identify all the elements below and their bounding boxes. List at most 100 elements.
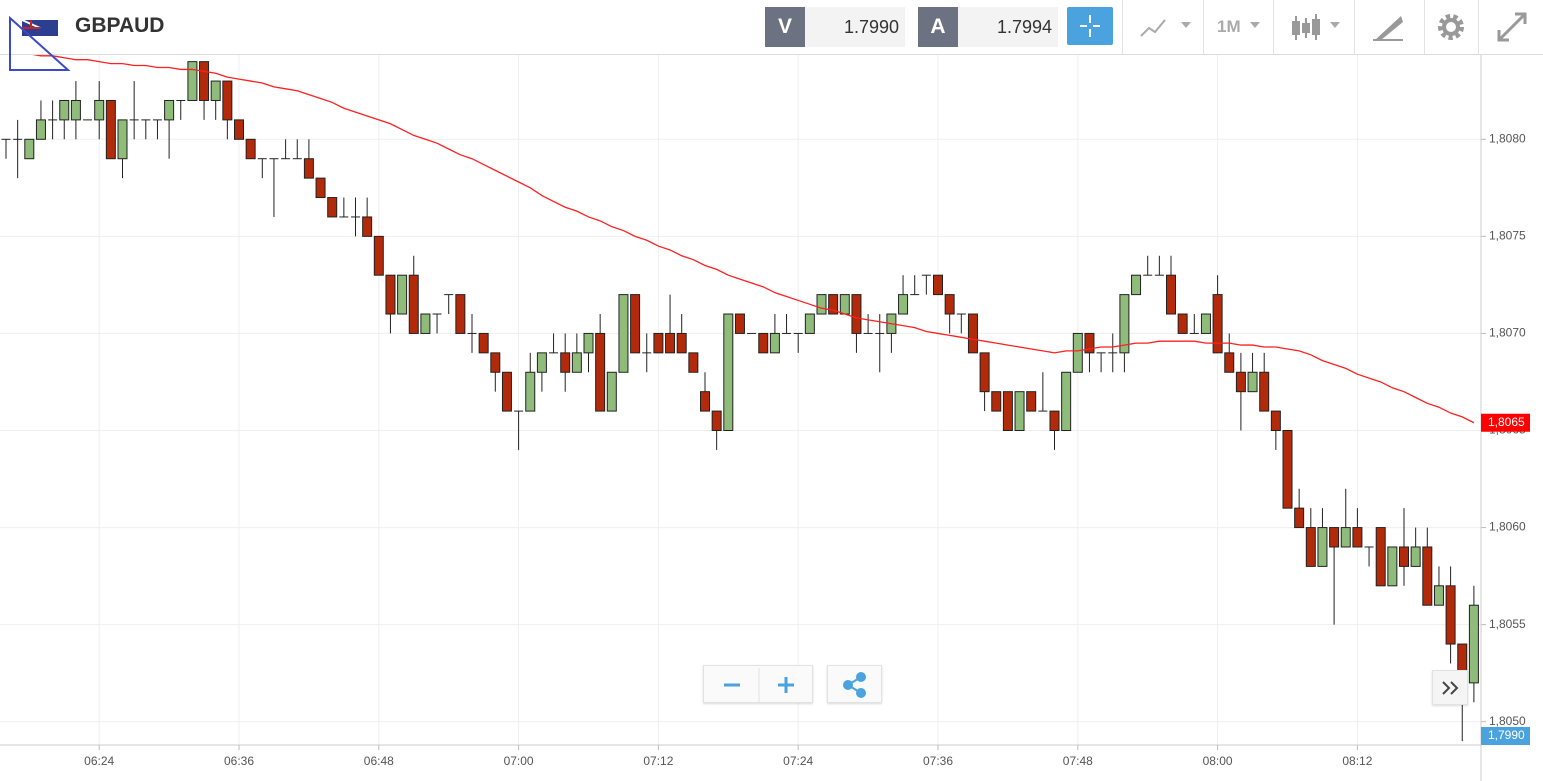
- candle-body: [1305, 527, 1316, 567]
- candle-body: [362, 216, 373, 237]
- price-label: 1,8065: [1488, 415, 1525, 429]
- candle-body: [944, 294, 955, 315]
- candle-body: [234, 119, 244, 140]
- candle-body: [501, 371, 512, 412]
- candle-body: [606, 371, 617, 412]
- candle-body: [397, 274, 408, 315]
- candle-body: [816, 294, 827, 315]
- crosshair-button[interactable]: [1067, 7, 1113, 45]
- chart-type-button[interactable]: [1273, 0, 1354, 54]
- candle-body: [1259, 371, 1270, 412]
- candle-body: [1445, 585, 1456, 645]
- candle-body: [1177, 313, 1188, 334]
- candle-body: [676, 332, 687, 354]
- x-tick-label: 07:00: [504, 754, 534, 768]
- candle-body: [1014, 391, 1025, 432]
- candle-body: [758, 332, 769, 354]
- x-tick-label: 06:36: [224, 754, 254, 768]
- gear-icon: [1438, 14, 1464, 40]
- candle-body: [583, 332, 594, 354]
- candle-body: [70, 99, 81, 121]
- candle-body: [933, 274, 943, 296]
- draw-button[interactable]: [1354, 0, 1424, 54]
- candle-body: [1399, 546, 1409, 567]
- candle-body: [595, 332, 606, 412]
- candle-body: [1410, 546, 1421, 567]
- candle-body: [117, 119, 128, 160]
- x-tick-label: 07:24: [783, 754, 813, 768]
- candle-body: [35, 119, 46, 140]
- bid-price: 1.7990: [805, 7, 905, 47]
- candle-body: [199, 61, 210, 101]
- price-label: 1,7990: [1488, 728, 1525, 742]
- candle-body: [105, 99, 116, 160]
- indicator-button[interactable]: [1122, 0, 1203, 54]
- x-tick-label: 08:12: [1342, 754, 1372, 768]
- candle-body: [700, 391, 710, 412]
- expand-icon: [1497, 12, 1527, 42]
- candle-body: [630, 294, 641, 354]
- candle-body: [1433, 585, 1444, 606]
- fullscreen-button[interactable]: [1478, 0, 1543, 54]
- double-arrow: [1442, 681, 1459, 695]
- crosshair-icon: [1080, 15, 1100, 37]
- settings-button[interactable]: [1424, 0, 1478, 54]
- interval: 1M: [1217, 17, 1241, 36]
- candle-body: [1026, 391, 1037, 412]
- x-tick-label: 06:24: [84, 754, 114, 768]
- candle-body: [1072, 332, 1083, 373]
- candle-body: [1166, 274, 1176, 315]
- candle-icon: [1292, 14, 1340, 40]
- x-tick-label: 06:48: [364, 754, 394, 768]
- y-tick-label: 1,8080: [1489, 131, 1526, 145]
- candle-body: [1235, 371, 1246, 393]
- price-label-box: [1481, 413, 1530, 432]
- candle-body: [1061, 371, 1072, 432]
- candle-body: [303, 158, 314, 179]
- candle-body: [804, 313, 815, 334]
- candle-body: [94, 99, 105, 121]
- candle-body: [1049, 410, 1060, 432]
- y-tick-label: 1,8060: [1489, 520, 1526, 534]
- symbol: GBPAUD: [75, 14, 165, 37]
- candle-body: [991, 391, 1002, 412]
- draw-icon: [1373, 16, 1403, 41]
- share-button[interactable]: [827, 665, 882, 703]
- x-tick-label: 07:36: [923, 754, 953, 768]
- moving-average: [5, 51, 1475, 424]
- candle-body: [373, 235, 384, 276]
- drawn-triangle: [9, 15, 71, 71]
- candle-body: [187, 61, 198, 101]
- zoom-icons: [724, 668, 794, 702]
- candle-body: [711, 410, 722, 432]
- y-tick-label: 1,8070: [1489, 326, 1526, 340]
- candle-body: [1131, 274, 1142, 296]
- candle-body: [385, 274, 396, 315]
- x-tick-label: 07:12: [643, 754, 673, 768]
- candle-body: [1084, 332, 1095, 354]
- drawing-and-flag: [21, 19, 58, 36]
- bid-button[interactable]: V: [765, 7, 805, 47]
- interval-button[interactable]: [1203, 0, 1273, 54]
- ask-button[interactable]: A: [918, 7, 958, 47]
- toolbar: GBPAUD V 1.7990 A 1.7994 1M: [0, 0, 1543, 55]
- x-tick-label: 07:48: [1063, 754, 1093, 768]
- candle-body: [245, 138, 256, 160]
- candle-body: [769, 332, 780, 354]
- x-tick-label: 08:00: [1203, 754, 1233, 768]
- candle-body: [1200, 313, 1211, 334]
- y-tick-label: 1,8055: [1489, 617, 1526, 631]
- y-tick-label: 1,8075: [1489, 229, 1526, 243]
- candle-body: [653, 332, 664, 354]
- candle-body: [734, 313, 745, 334]
- candle-body: [1468, 604, 1479, 684]
- zoom-in[interactable]: [778, 677, 794, 693]
- y-tick-label: 1,8050: [1489, 714, 1526, 728]
- scroll-right-button[interactable]: [1432, 670, 1468, 705]
- candle-body: [455, 294, 466, 334]
- candle-body: [59, 99, 70, 121]
- candle-body: [665, 332, 676, 354]
- ask-price: 1.7994: [958, 7, 1058, 47]
